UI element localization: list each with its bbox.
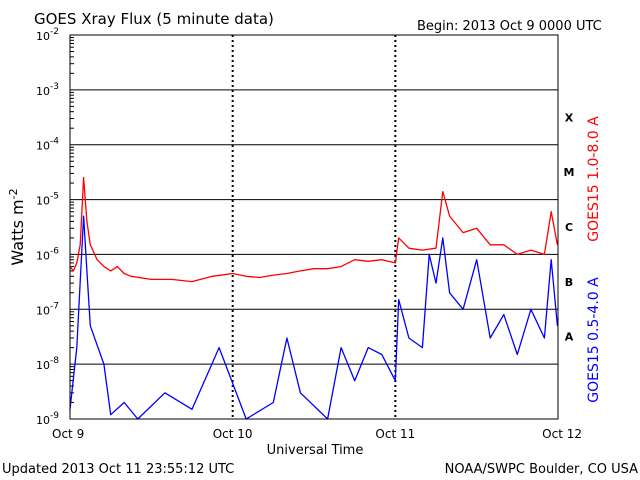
y-tick-label: 10-8 (36, 356, 59, 372)
y-tick-base: 10 (36, 304, 50, 317)
y-axis-label-sup: -2 (7, 188, 20, 199)
y-tick-exponent: -5 (50, 192, 59, 202)
credit-text: NOAA/SWPC Boulder, CO USA (445, 462, 638, 477)
series-layer (69, 177, 559, 420)
flare-class-m: M (564, 166, 575, 179)
flare-class-labels: X M C B A (564, 111, 575, 343)
y-tick-exponent: -8 (50, 356, 59, 366)
y-tick-exponent: -3 (50, 82, 59, 92)
y-tick-label: 10-4 (36, 137, 59, 153)
y-tick-label: 10-9 (36, 411, 59, 427)
chart-title: GOES Xray Flux (5 minute data) (34, 10, 274, 28)
y-tick-base: 10 (36, 414, 50, 427)
grid (70, 35, 558, 419)
y-tick-exponent: -7 (50, 301, 59, 311)
y-tick-exponent: -4 (50, 137, 59, 147)
series-line-2 (69, 215, 559, 420)
y-tick-exponent: -2 (50, 27, 59, 37)
x-tick-label: Oct 10 (213, 427, 253, 441)
y-tick-label: 10-7 (36, 301, 59, 317)
x-tick-label: Oct 9 (52, 427, 84, 441)
y-tick-label: 10-5 (36, 192, 59, 208)
y-tick-base: 10 (36, 249, 50, 262)
y-tick-base: 10 (36, 195, 50, 208)
y-tick-label: 10-3 (36, 82, 59, 98)
flare-class-c: C (565, 221, 573, 234)
y-tick-labels: 10-210-310-410-510-610-710-810-9 (36, 27, 59, 427)
plot-frame (69, 34, 559, 420)
y-tick-base: 10 (36, 359, 50, 372)
begin-label: Begin: 2013 Oct 9 0000 UTC (417, 19, 602, 34)
x-axis-label: Universal Time (267, 443, 364, 458)
y-tick-exponent: -6 (50, 246, 59, 256)
y-tick-base: 10 (36, 85, 50, 98)
x-tick-labels: Oct 9 Oct 10 Oct 11 Oct 12 (52, 427, 582, 441)
y-tick-label: 10-6 (36, 246, 59, 262)
x-tick-label: Oct 12 (542, 427, 582, 441)
flare-class-a: A (565, 331, 574, 344)
legend-series-2: GOES15 0.5-4.0 A (586, 277, 602, 403)
y-axis-label-text: Watts m (8, 199, 27, 265)
flare-class-b: B (565, 276, 573, 289)
y-tick-base: 10 (36, 140, 50, 153)
y-tick-label: 10-2 (36, 27, 59, 43)
y-tick-base: 10 (36, 30, 50, 43)
y-tick-exponent: -9 (50, 411, 59, 421)
y-axis-label: Watts m-2 (7, 188, 27, 265)
legend-series-1: GOES15 1.0-8.0 A (586, 116, 602, 242)
flare-class-x: X (565, 111, 574, 124)
series-line-1 (69, 177, 559, 283)
x-tick-label: Oct 11 (375, 427, 415, 441)
updated-text: Updated 2013 Oct 11 23:55:12 UTC (2, 462, 234, 477)
